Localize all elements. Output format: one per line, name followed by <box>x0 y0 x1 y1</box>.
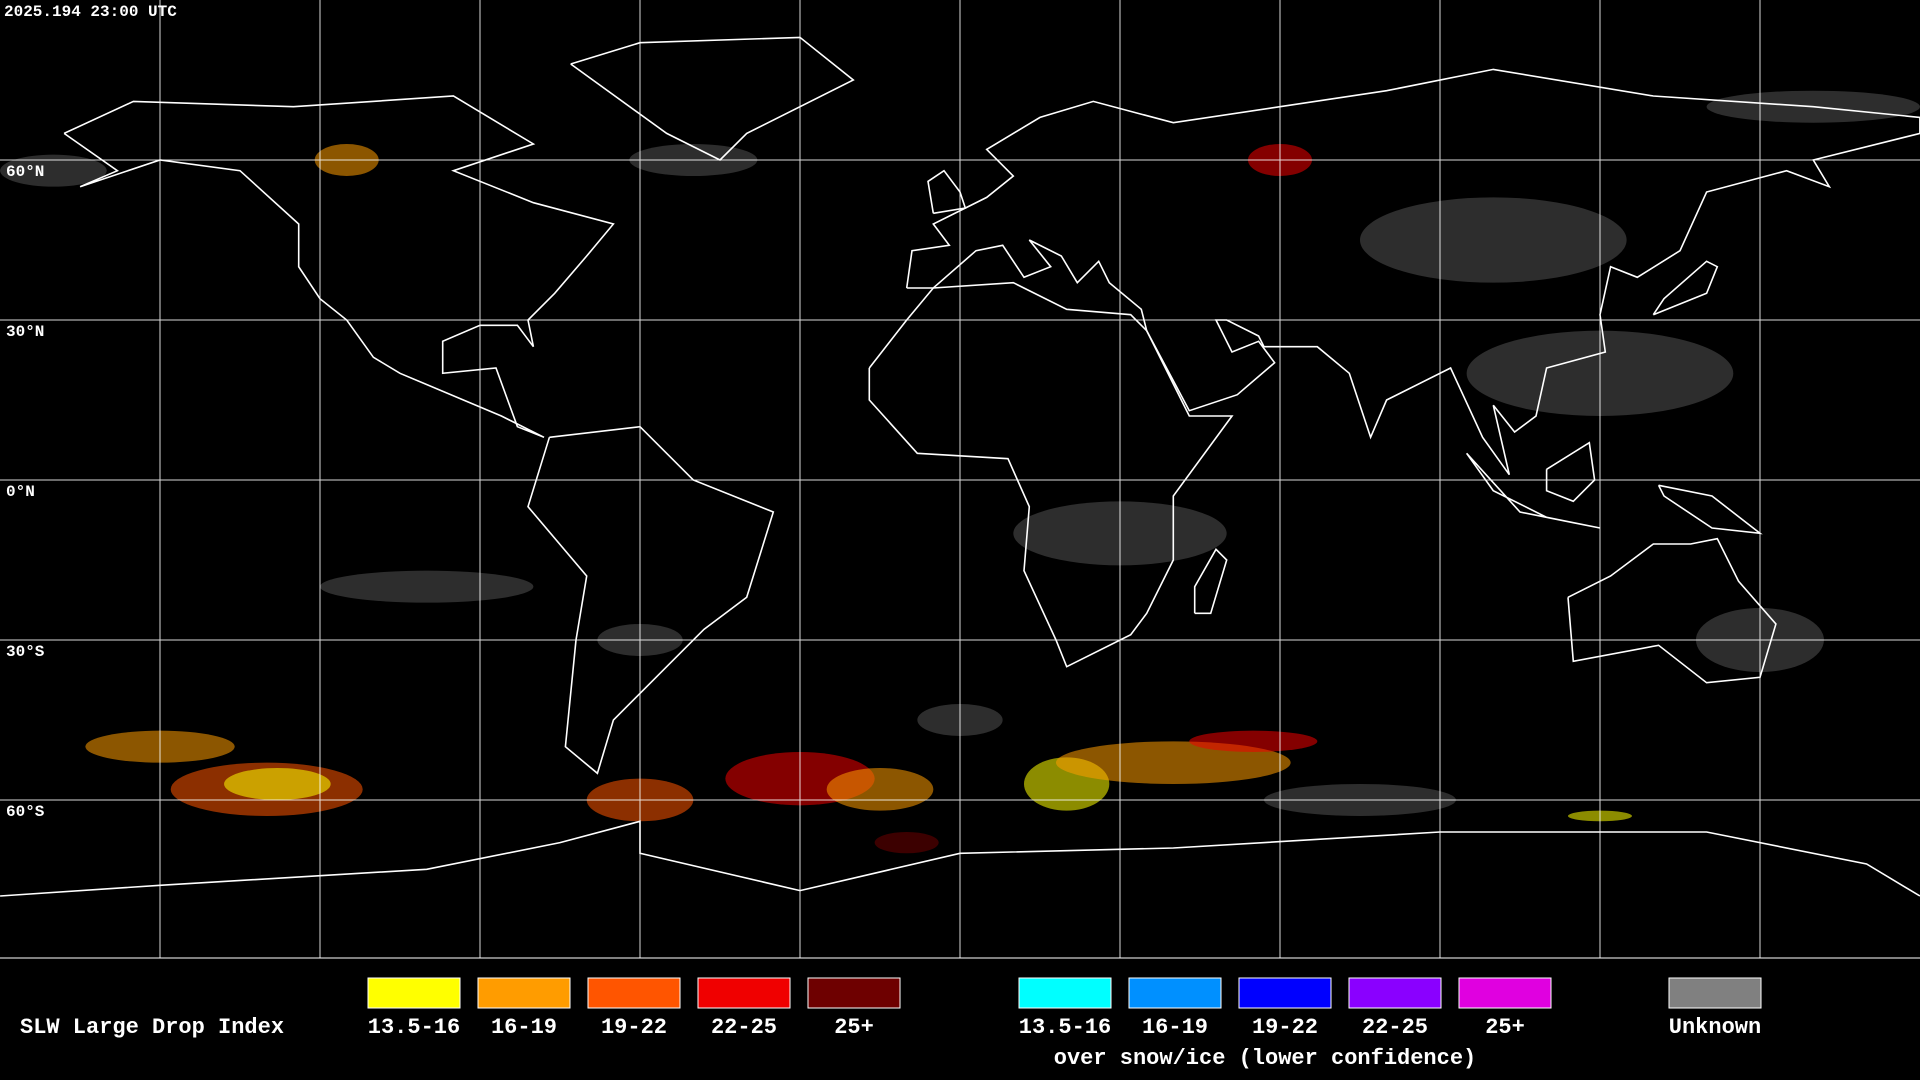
latitude-label: 60°S <box>6 803 45 821</box>
graticule <box>0 0 1920 958</box>
cloud-patch <box>1359 197 1627 283</box>
cloud-patch <box>0 154 107 187</box>
legend-label: 22-25 <box>711 1015 777 1040</box>
coastline <box>1657 484 1763 535</box>
cloud-patch <box>320 570 534 603</box>
cloud-patch <box>874 831 939 854</box>
legend-label: 16-19 <box>1142 1015 1208 1040</box>
legend-caption: over snow/ice (lower confidence) <box>1054 1046 1476 1071</box>
legend-label: 25+ <box>1485 1015 1525 1040</box>
legend-label: 16-19 <box>491 1015 557 1040</box>
legend-swatch <box>697 977 791 1009</box>
legend-swatch <box>1668 977 1762 1009</box>
legend: 13.5-16 16-19 19-22 22-25 25+ 13.5-16 16-19 19-… <box>367 977 1762 1040</box>
latitude-label: 30°S <box>6 643 45 661</box>
legend-swatch <box>477 977 571 1009</box>
legend-label: 25+ <box>834 1015 874 1040</box>
coastline <box>868 281 1234 668</box>
legend-label: 19-22 <box>601 1015 667 1040</box>
cloud-patch <box>826 767 934 811</box>
legend-label: Unknown <box>1669 1015 1761 1040</box>
coastline <box>1545 441 1596 503</box>
legend-swatch <box>1458 977 1552 1009</box>
coastline <box>527 425 775 775</box>
coastline <box>63 95 615 439</box>
legend-swatch <box>1238 977 1332 1009</box>
coastline <box>1652 260 1719 316</box>
cloud-patch <box>224 767 331 800</box>
legend-swatch <box>1348 977 1442 1009</box>
legend-label: 19-22 <box>1252 1015 1318 1040</box>
coastline <box>1567 537 1777 684</box>
legend-label: 13.5-16 <box>368 1015 460 1040</box>
cloud-patch <box>1055 741 1291 784</box>
legend-swatch <box>587 977 681 1009</box>
latitude-label: 0°N <box>6 483 35 501</box>
latitude-label: 30°N <box>6 323 44 341</box>
legend-title: SLW Large Drop Index <box>20 1015 284 1040</box>
latitude-labels: 60°N 30°N 0°N 30°S 60°S <box>6 163 45 821</box>
coastline <box>905 68 1920 476</box>
cloud-patch <box>1189 730 1318 752</box>
coastline <box>1193 547 1228 615</box>
legend-label: 13.5-16 <box>1019 1015 1111 1040</box>
legend-swatch <box>367 977 461 1009</box>
legend-swatch <box>1018 977 1112 1009</box>
legend-swatch <box>807 977 901 1009</box>
timestamp: 2025.194 23:00 UTC <box>4 3 177 21</box>
latitude-label: 60°N <box>6 163 44 181</box>
legend-swatch <box>1128 977 1222 1009</box>
legend-label: 22-25 <box>1362 1015 1428 1040</box>
